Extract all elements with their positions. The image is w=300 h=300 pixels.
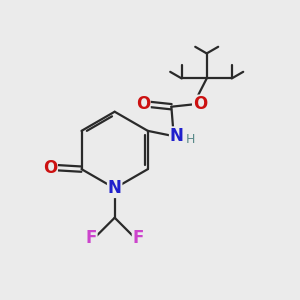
Text: O: O [193, 95, 207, 113]
Text: H: H [186, 133, 196, 146]
Text: O: O [43, 159, 57, 177]
Text: N: N [170, 127, 184, 145]
Text: F: F [133, 229, 144, 247]
Text: F: F [85, 229, 97, 247]
Text: N: N [108, 179, 122, 197]
Text: O: O [136, 95, 150, 113]
